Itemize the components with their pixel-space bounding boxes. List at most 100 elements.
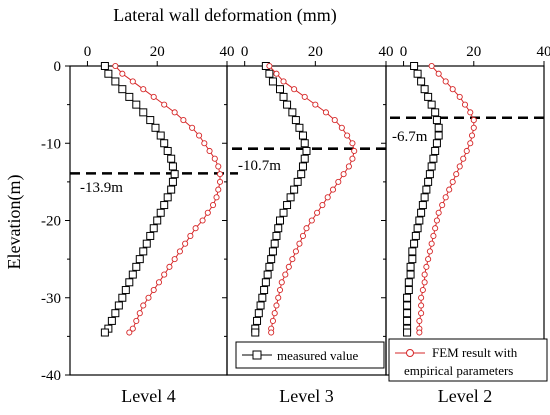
measured-point <box>301 140 308 147</box>
measured-point <box>126 93 133 100</box>
measured-point <box>271 240 278 247</box>
x-tick-label: 20 <box>466 44 481 60</box>
measured-point <box>284 202 291 209</box>
measured-point <box>152 124 159 131</box>
fem-point <box>146 295 151 300</box>
measured-point <box>303 147 310 154</box>
fem-point <box>325 195 330 200</box>
fem-point <box>210 202 215 207</box>
fem-point <box>274 303 279 308</box>
panel-frame <box>227 66 386 375</box>
fem-point <box>304 226 309 231</box>
fem-point <box>462 102 467 107</box>
measured-point <box>425 93 432 100</box>
measured-point <box>433 117 440 124</box>
measured-point <box>412 232 419 239</box>
fem-point <box>313 102 318 107</box>
fem-point <box>127 330 132 335</box>
fem-point <box>350 156 355 161</box>
x-tick-label: 40 <box>537 44 550 60</box>
fem-series-line <box>269 66 354 333</box>
y-tick-label: -30 <box>41 291 61 307</box>
fem-point <box>130 79 135 84</box>
fem-point <box>352 148 357 153</box>
legend-fem-label-line2: empirical parameters <box>404 363 513 378</box>
y-tick-label: -40 <box>41 368 61 384</box>
fem-point <box>272 311 277 316</box>
fem-point <box>279 280 284 285</box>
fem-point <box>297 241 302 246</box>
measured-point <box>261 287 268 294</box>
measured-point <box>287 194 294 201</box>
measured-point <box>133 101 140 108</box>
measured-point <box>433 140 440 147</box>
panel-title: Level 3 <box>279 386 333 406</box>
measured-point <box>284 101 291 108</box>
fem-point <box>277 287 282 292</box>
fem-point <box>346 164 351 169</box>
fem-point <box>457 94 462 99</box>
fem-point <box>450 87 455 92</box>
fem-point <box>339 125 344 130</box>
fem-point <box>332 117 337 122</box>
fem-point <box>330 187 335 192</box>
fem-point <box>419 303 424 308</box>
measured-point <box>119 294 126 301</box>
measured-point <box>168 155 175 162</box>
fem-point <box>440 202 445 207</box>
measured-point <box>129 271 136 278</box>
fem-point <box>345 133 350 138</box>
fem-point <box>274 71 279 76</box>
measured-point <box>277 217 284 224</box>
measured-point <box>140 109 147 116</box>
measured-point <box>405 287 412 294</box>
fem-point <box>323 110 328 115</box>
legend-measured-marker <box>253 351 261 359</box>
fem-point <box>419 311 424 316</box>
panel-title: Level 4 <box>121 386 175 406</box>
measured-point <box>257 302 264 309</box>
fem-point <box>214 195 219 200</box>
x-tick-label: 20 <box>150 44 165 60</box>
measured-point <box>435 124 442 131</box>
measured-point <box>147 232 154 239</box>
fem-point <box>315 210 320 215</box>
x-tick-label: 20 <box>308 44 323 60</box>
measured-point <box>404 294 411 301</box>
measured-point <box>264 271 271 278</box>
measured-point <box>157 132 164 139</box>
fem-point <box>464 148 469 153</box>
measured-point <box>164 194 171 201</box>
fem-point <box>426 257 431 262</box>
measured-point <box>432 147 439 154</box>
fem-point <box>302 94 307 99</box>
measured-point <box>112 78 119 85</box>
fem-point <box>431 233 436 238</box>
measured-point <box>161 202 168 209</box>
fem-point <box>471 125 476 130</box>
y-tick-label: -20 <box>41 214 61 230</box>
fem-point <box>290 257 295 262</box>
measured-point <box>296 124 303 131</box>
fem-point <box>429 241 434 246</box>
fem-point <box>457 164 462 169</box>
fem-point <box>216 164 221 169</box>
measured-point <box>273 232 280 239</box>
fem-point <box>469 133 474 138</box>
reference-depth-label: -13.9m <box>80 180 123 196</box>
fem-point <box>434 218 439 223</box>
measured-point <box>432 109 439 116</box>
fem-point <box>336 179 341 184</box>
fem-point <box>286 264 291 269</box>
fem-point <box>443 79 448 84</box>
measured-point <box>143 240 150 247</box>
measured-point <box>164 147 171 154</box>
panel-title: Level 2 <box>438 386 492 406</box>
fem-point <box>172 110 177 115</box>
fem-point <box>293 249 298 254</box>
measured-point <box>169 178 176 185</box>
measured-point <box>411 63 418 70</box>
measured-point <box>421 194 428 201</box>
measured-point <box>112 310 119 317</box>
